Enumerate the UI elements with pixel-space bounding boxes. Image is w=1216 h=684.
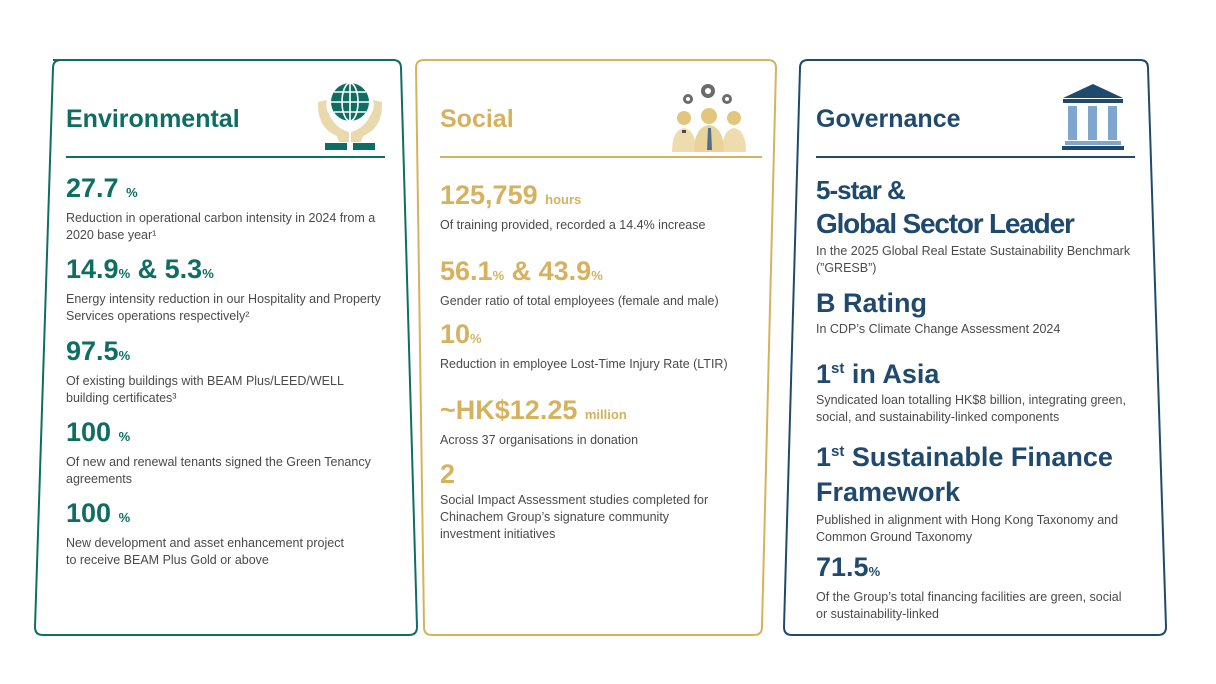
metric-superscript: st <box>831 443 845 460</box>
governance-title: Governance <box>816 105 961 133</box>
metric-unit: % <box>118 348 131 363</box>
people-gears-icon <box>672 84 746 152</box>
gov-metric-syndicated-loan: 1st in Asia Syndicated loan totalling HK… <box>816 353 1136 426</box>
gov-metric-cdp: B Rating In CDP’s Climate Change Assessm… <box>816 288 1136 338</box>
metric-value: 71.5 <box>816 552 869 582</box>
metric-description: New development and asset enhancement pr… <box>66 536 344 567</box>
gov-metric-green-financing: 71.5% Of the Group’s total financing fac… <box>816 552 1136 623</box>
metric-unit: % <box>470 331 482 346</box>
metric-value: 100 <box>66 498 112 528</box>
metric-unit: % <box>492 268 505 283</box>
metric-value: 56.1 <box>440 256 493 286</box>
governance-card: Governance 5-star & Global Sector Leader… <box>782 56 1168 636</box>
social-card-border <box>414 59 778 636</box>
metric-value: 1 <box>816 359 832 389</box>
metric-unit-2: % <box>591 268 603 283</box>
metric-value: 125,759 <box>440 180 538 210</box>
metric-description: Published in alignment with Hong Kong Ta… <box>816 513 1119 544</box>
gov-metric-finance-framework: 1st Sustainable Finance Framework Publis… <box>816 434 1136 546</box>
metric-value: 1 <box>816 442 832 472</box>
metric-value: 27.7 <box>66 173 119 203</box>
social-title: Social <box>440 105 514 133</box>
metric-joiner: & <box>130 254 165 284</box>
metric-description: Reduction in employee Lost-Time Injury R… <box>440 357 728 371</box>
metric-value-2: 5.3 <box>164 254 203 284</box>
metric-value: 5-star & <box>816 175 906 205</box>
environmental-title: Environmental <box>66 105 240 133</box>
metric-unit: hours <box>545 192 582 207</box>
social-metric-donation: ~HK$12.25 million Across 37 organisation… <box>440 395 760 449</box>
gov-metric-gresb: 5-star & Global Sector Leader In the 202… <box>816 173 1136 277</box>
social-metric-training: 125,759 hours Of training provided, reco… <box>440 180 760 234</box>
environmental-card-border <box>33 59 419 636</box>
environmental-card: Environmental 27.7 % Reduction in operat… <box>33 56 419 636</box>
metric-unit: % <box>118 510 131 525</box>
metric-description: Energy intensity reduction in our Hospit… <box>66 292 381 323</box>
metric-joiner: & <box>504 256 539 286</box>
metric-value: ~HK$12.25 <box>440 395 578 425</box>
metric-value: 100 <box>66 417 112 447</box>
metric-value: 2 <box>440 459 456 489</box>
metric-description: Gender ratio of total employees (female … <box>440 294 719 308</box>
social-metric-impact-studies: 2 Social Impact Assessment studies compl… <box>440 459 720 543</box>
governance-divider <box>816 156 1135 158</box>
metric-description: Of the Group’s total financing facilitie… <box>816 590 1122 621</box>
metric-description: Of new and renewal tenants signed the Gr… <box>66 455 371 486</box>
social-metric-gender: 56.1% & 43.9% Gender ratio of total empl… <box>440 256 760 310</box>
env-metric-buildings: 97.5% Of existing buildings with BEAM Pl… <box>66 336 366 407</box>
metric-description: Of existing buildings with BEAM Plus/LEE… <box>66 374 344 405</box>
metric-description: In CDP’s Climate Change Assessment 2024 <box>816 322 1061 336</box>
social-card: Social 125,759 hours Of training provide… <box>414 56 786 636</box>
social-divider <box>440 156 762 158</box>
metric-value: 14.9 <box>66 254 119 284</box>
env-metric-development: 100 % New development and asset enhancem… <box>66 498 356 569</box>
metric-description: Syndicated loan totalling HK$8 billion, … <box>816 393 1126 424</box>
metric-value: 10 <box>440 319 471 349</box>
metric-description: In the 2025 Global Real Estate Sustainab… <box>816 244 1131 275</box>
metric-value-rest: in Asia <box>844 359 940 389</box>
globe-in-hands-icon <box>317 82 383 150</box>
env-metric-energy: 14.9% & 5.3% Energy intensity reduction … <box>66 254 386 325</box>
institution-building-icon <box>1062 84 1124 150</box>
metric-unit: million <box>584 407 627 422</box>
metric-description: Reduction in operational carbon intensit… <box>66 211 376 242</box>
metric-superscript: st <box>831 360 845 377</box>
environmental-divider <box>66 156 385 158</box>
social-metric-ltir: 10% Reduction in employee Lost-Time Inju… <box>440 319 760 373</box>
metric-unit: % <box>126 185 138 200</box>
metric-description: Across 37 organisations in donation <box>440 433 639 447</box>
env-metric-carbon: 27.7 % Reduction in operational carbon i… <box>66 173 386 244</box>
metric-value: B Rating <box>816 288 927 318</box>
metric-unit: % <box>868 564 881 579</box>
governance-card-border <box>782 59 1168 636</box>
metric-unit: % <box>118 266 131 281</box>
metric-unit-2: % <box>202 266 214 281</box>
metric-description: Of training provided, recorded a 14.4% i… <box>440 218 706 232</box>
metric-value-line2: Global Sector Leader <box>816 208 1075 239</box>
metric-unit: % <box>118 429 131 444</box>
metric-value: 97.5 <box>66 336 119 366</box>
metric-value-line2: Framework <box>816 477 961 507</box>
metric-value-2: 43.9 <box>538 256 592 286</box>
env-metric-tenancy: 100 % Of new and renewal tenants signed … <box>66 417 376 488</box>
metric-description: Social Impact Assessment studies complet… <box>440 493 709 541</box>
metric-value-rest: Sustainable Finance <box>844 442 1113 472</box>
